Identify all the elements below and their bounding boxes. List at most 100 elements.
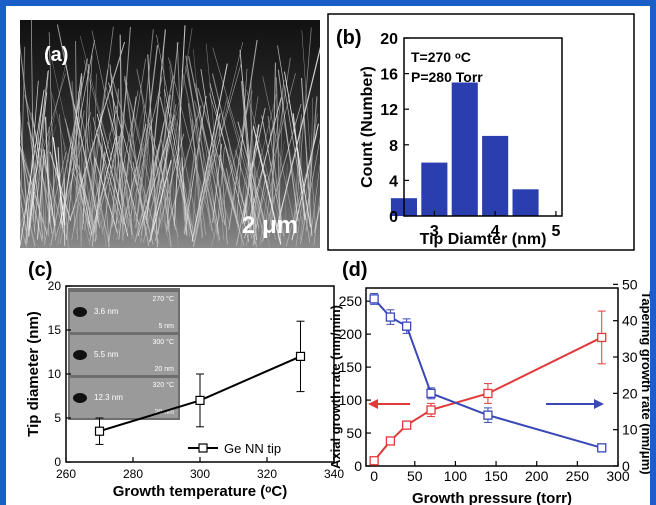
nanowire — [140, 122, 164, 236]
data-point — [385, 312, 396, 322]
nanowire — [103, 135, 118, 230]
nanowire — [50, 53, 90, 229]
nanowire — [191, 119, 204, 238]
nanowire-forest-image — [20, 20, 320, 248]
nanowire — [261, 115, 283, 227]
x-tick-label: 260 — [56, 467, 76, 481]
data-point — [597, 332, 607, 343]
nanowire — [25, 178, 34, 245]
x-tick-label: 5 — [551, 223, 560, 240]
tem-scale-label: 5 nm — [158, 323, 174, 330]
nanowire — [71, 81, 81, 232]
nanowire — [252, 174, 267, 246]
nanowire — [137, 130, 171, 237]
panel-label-b: (b) — [336, 27, 362, 49]
nanowire — [136, 69, 171, 227]
nanowire — [123, 78, 161, 225]
nanowire — [168, 57, 215, 238]
nanowire — [301, 30, 316, 230]
nanowire — [185, 55, 213, 232]
nanowire — [134, 144, 161, 243]
x-axis-label: Tip Diamter (nm) — [420, 231, 547, 248]
nanowire — [20, 145, 43, 242]
tem-temp-label: 320 °C — [153, 381, 174, 389]
nanowire — [47, 162, 58, 224]
y2-tick-label: 50 — [622, 276, 638, 292]
x-tick-label: 320 — [257, 467, 277, 481]
nanowire — [54, 111, 92, 241]
y-tick-label: 4 — [389, 173, 398, 190]
nanowire — [191, 63, 228, 242]
nanowire — [88, 118, 97, 240]
nanowire — [108, 132, 129, 228]
nanowire — [160, 164, 172, 247]
tem-size-label: 12.3 nm — [94, 393, 123, 402]
y2-tick-label: 10 — [622, 422, 638, 438]
nanowire — [116, 58, 147, 240]
nanowire — [193, 100, 231, 226]
y-tick-label: 8 — [389, 138, 398, 155]
y-axis-label: Count (Number) — [359, 66, 376, 188]
nanowire — [313, 195, 320, 246]
nanowire — [240, 159, 250, 248]
y-tick-label: 16 — [380, 67, 398, 84]
nanowire — [28, 57, 68, 233]
nanowire — [295, 173, 307, 247]
nanowire — [129, 97, 171, 247]
y2-tick-label: 40 — [622, 313, 638, 329]
x-tick-label: 3 — [430, 223, 439, 240]
data-point — [483, 388, 493, 399]
tem-temp-label: 300 °C — [153, 338, 174, 346]
nanowire — [44, 116, 51, 223]
nanowire — [27, 121, 57, 226]
nanowire — [91, 73, 97, 236]
nanowire — [65, 61, 95, 226]
nanowire — [48, 32, 56, 237]
x-axis-label: Growth temperature (ᵒC) — [113, 483, 288, 500]
nanowire — [161, 139, 176, 231]
data-point — [483, 410, 493, 420]
nanowire — [91, 30, 133, 228]
nanowire — [275, 46, 320, 230]
nanowire — [212, 47, 269, 238]
nanowire — [43, 152, 67, 246]
tem-size-label: 3.6 nm — [94, 307, 119, 316]
tip-diameter-chart: 3.6 nm 270 °C 5 nm 5.5 nm 300 °C 20 nm 12.3 nm… — [25, 279, 344, 500]
histogram-bar — [451, 82, 478, 216]
nanowire — [209, 93, 257, 247]
nanowire — [292, 113, 306, 221]
nanowire — [20, 46, 26, 226]
plot-frame — [403, 37, 563, 217]
sem-image-panel: (a) 2 μm — [20, 20, 320, 248]
tem-scale-label: 20 nm — [155, 366, 175, 373]
nanowire — [310, 163, 320, 238]
scale-bar-label: 2 μm — [242, 212, 299, 239]
left-axis-arrowhead — [368, 399, 378, 409]
nanowire — [226, 101, 265, 238]
nanowire — [142, 104, 177, 243]
x-tick-label: 300 — [190, 467, 210, 481]
nanowire — [136, 142, 149, 221]
data-point — [369, 456, 379, 466]
nanowire — [235, 149, 260, 229]
nanowire — [261, 103, 302, 243]
nanowire — [300, 135, 304, 232]
nanowire — [20, 111, 30, 237]
y-tick-label: 200 — [339, 326, 363, 342]
nanowire — [262, 57, 291, 242]
nanowire — [63, 141, 77, 235]
nanowire — [239, 49, 258, 241]
x-tick-label: 340 — [324, 467, 344, 481]
x-tick-label: 0 — [370, 468, 378, 484]
x-tick-label: 300 — [606, 468, 630, 484]
x-tick-label: 150 — [484, 468, 508, 484]
y-tick-label: 150 — [339, 359, 363, 375]
nanowire — [118, 96, 137, 240]
nanowire — [107, 82, 128, 248]
nanowire — [235, 107, 266, 246]
x-tick-label: 280 — [123, 467, 143, 481]
nanowire — [169, 66, 185, 223]
y2-tick-label: 20 — [622, 385, 638, 401]
